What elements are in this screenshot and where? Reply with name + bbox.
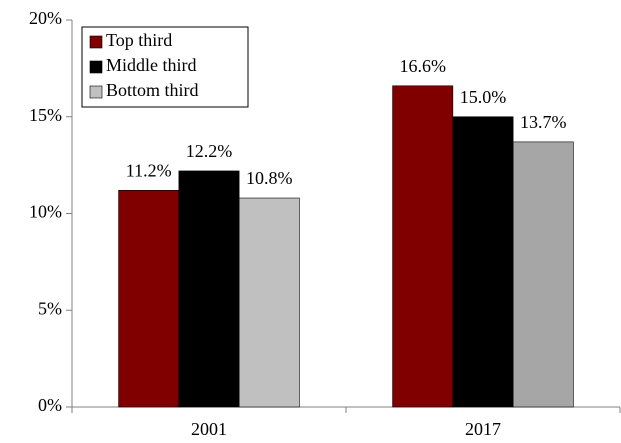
value-label: 16.6%: [399, 56, 446, 76]
bar: [178, 170, 240, 408]
y-tick-label: 0%: [38, 395, 62, 415]
value-label: 12.2%: [186, 141, 233, 161]
legend-label: Bottom third: [106, 80, 199, 100]
value-label: 10.8%: [246, 168, 293, 188]
bar: [238, 197, 300, 408]
bar: [392, 85, 454, 408]
legend-swatch: [89, 85, 103, 99]
y-tick-label: 15%: [29, 105, 62, 125]
bar: [512, 141, 574, 408]
y-tick-label: 20%: [29, 8, 62, 28]
y-tick-label: 10%: [29, 202, 62, 222]
legend-swatch: [89, 60, 103, 74]
y-tick-label: 5%: [38, 298, 62, 318]
bar: [118, 189, 180, 408]
x-tick-label: 2017: [465, 419, 501, 439]
legend-box: [81, 26, 249, 108]
bar: [452, 116, 514, 408]
legend-swatch: [89, 35, 103, 49]
value-label: 13.7%: [520, 112, 567, 132]
x-tick-label: 2001: [191, 419, 227, 439]
legend-label: Top third: [106, 30, 172, 50]
value-label: 11.2%: [126, 160, 172, 180]
value-label: 15.0%: [460, 87, 507, 107]
legend-label: Middle third: [106, 55, 197, 75]
